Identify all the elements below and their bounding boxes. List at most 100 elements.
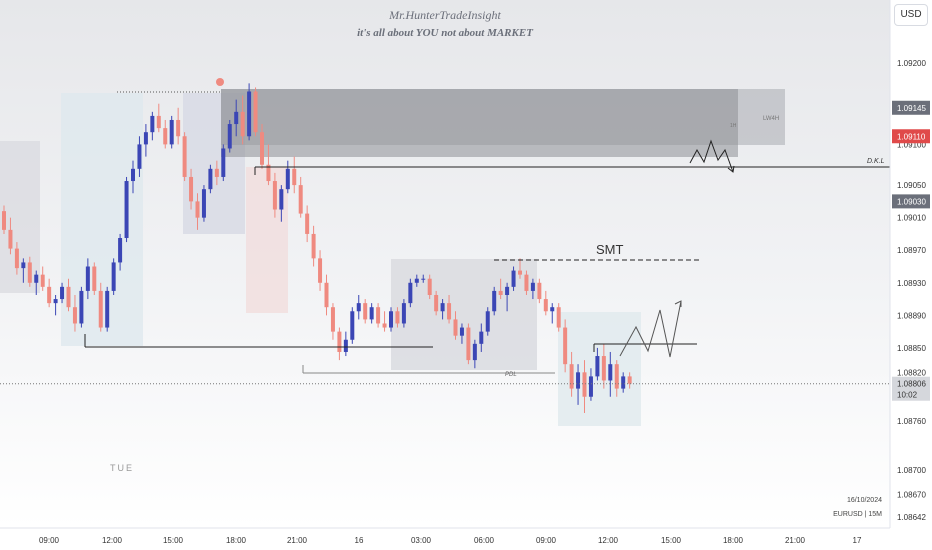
candle-body (208, 168, 213, 190)
smt-label: SMT (596, 242, 624, 257)
candle-body (395, 311, 400, 324)
candle-body (369, 307, 374, 320)
candle-body (614, 364, 619, 389)
arrow-head (727, 165, 735, 173)
candle-body (2, 211, 6, 230)
y-tick-label: 1.09200 (897, 59, 926, 68)
candle-body (234, 111, 239, 125)
candle-body (337, 331, 342, 352)
y-tick-label: 1.08820 (897, 368, 926, 377)
candle-body (537, 282, 542, 300)
candle-body (556, 307, 561, 328)
candle-body (447, 303, 452, 320)
lw4h-label: LW4H (763, 116, 779, 122)
candle-body (72, 307, 77, 324)
candle-body (518, 270, 522, 275)
candle-body (530, 282, 535, 291)
candle-body (363, 303, 368, 320)
badge-upper (892, 100, 930, 115)
candle-body (124, 181, 129, 239)
candle-body (401, 303, 406, 324)
projection-path (619, 300, 682, 358)
candle-body (505, 286, 510, 295)
x-tick-label: 21:00 (287, 536, 308, 545)
candle-body (459, 327, 464, 336)
high-marker (216, 78, 224, 86)
candle-body (318, 258, 323, 283)
candle-body (240, 111, 245, 137)
candle-body (343, 339, 348, 352)
candle-body (389, 311, 393, 328)
candle-body (195, 201, 200, 218)
pdl-label: PDL (505, 372, 517, 378)
candle-body (66, 286, 71, 308)
header-title: Mr.HunterTradeInsight (389, 8, 501, 22)
y-tick-label: 1.08930 (897, 279, 926, 288)
candle-body (253, 91, 258, 133)
badge-current-text: 1.08806 (897, 380, 926, 389)
candle-body (214, 168, 219, 177)
candle-body (118, 238, 123, 263)
candle-body (582, 372, 587, 397)
candle-body (588, 376, 593, 397)
candle-body (434, 294, 439, 312)
candle-body (98, 290, 103, 328)
header-subtitle: it's all about YOU not about MARKET (357, 27, 533, 39)
candle-body (169, 119, 174, 145)
candle-body (137, 144, 142, 169)
candle-body (479, 331, 484, 344)
candle-body (498, 290, 503, 295)
badge-red (892, 129, 930, 144)
badge-lower-text: 1.09030 (897, 197, 926, 206)
candle-body (182, 136, 187, 177)
x-tick-label: 18:00 (226, 536, 247, 545)
badge-countdown-text: 10:02 (897, 391, 918, 400)
candle-body (8, 229, 13, 249)
candle-body (150, 115, 155, 133)
candle-body (92, 266, 97, 291)
x-tick-label: 18:00 (723, 536, 744, 545)
x-tick-label: 15:00 (163, 536, 184, 545)
candle-body (543, 299, 548, 312)
candle-body (350, 311, 355, 340)
x-tick-label: 16 (355, 536, 364, 545)
candle-body (34, 274, 39, 283)
arrow-head (674, 300, 682, 307)
candle-body (511, 270, 516, 287)
x-tick-label: 15:00 (661, 536, 682, 545)
candle-body (227, 124, 232, 149)
candle-body (311, 233, 316, 259)
candle-body (427, 278, 432, 295)
x-tick-label: 21:00 (785, 536, 806, 545)
candle-body (492, 290, 497, 312)
candle-body (60, 286, 65, 300)
candle-body (563, 327, 568, 365)
candle-body (608, 364, 613, 381)
currency-button[interactable]: USD (894, 4, 928, 26)
x-tick-label: 06:00 (474, 536, 495, 545)
candle-body (156, 115, 161, 129)
x-tick-label: 09:00 (536, 536, 557, 545)
candle-body (440, 303, 445, 312)
candle-body (189, 176, 194, 202)
projection-path (689, 139, 734, 173)
candle-body (408, 282, 413, 304)
y-tick-label: 1.08850 (897, 344, 926, 353)
candle-body (524, 274, 529, 291)
y-tick-label: 1.08642 (897, 513, 926, 522)
candle-body (298, 185, 303, 214)
price-axis (890, 0, 932, 550)
x-tick-label: 17 (853, 536, 862, 545)
candle-body (40, 274, 45, 287)
candle-body (305, 213, 310, 234)
candle-body (550, 307, 555, 312)
candle-body (627, 376, 632, 384)
candle-body (266, 164, 271, 182)
candle-body (272, 181, 277, 210)
candle-body (105, 290, 110, 328)
candle-body (21, 262, 26, 269)
y-tick-label: 1.08670 (897, 490, 926, 499)
candle-body (472, 343, 477, 361)
candle-body (176, 119, 181, 137)
